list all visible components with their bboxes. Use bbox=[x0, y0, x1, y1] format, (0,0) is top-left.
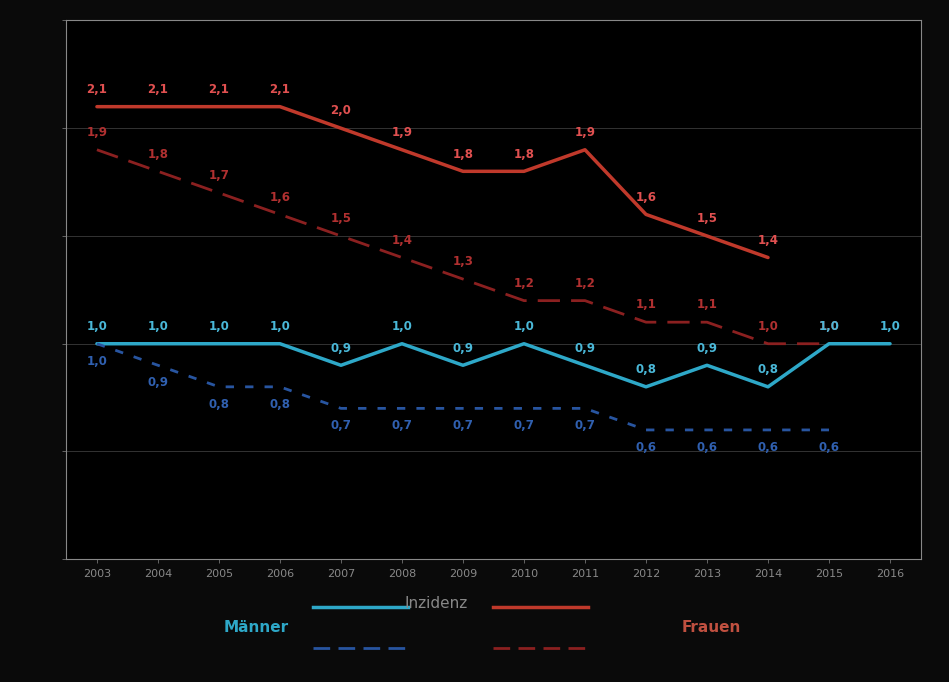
Text: 1,0: 1,0 bbox=[513, 320, 534, 333]
Text: Inzidenz: Inzidenz bbox=[405, 596, 468, 611]
Text: 0,6: 0,6 bbox=[697, 441, 717, 454]
Text: 1,8: 1,8 bbox=[453, 147, 474, 160]
Text: 1,8: 1,8 bbox=[513, 147, 534, 160]
Text: 2,1: 2,1 bbox=[147, 83, 168, 96]
Text: 1,0: 1,0 bbox=[270, 320, 290, 333]
Text: Frauen: Frauen bbox=[682, 620, 741, 635]
Text: 0,9: 0,9 bbox=[574, 342, 595, 355]
Text: 1,0: 1,0 bbox=[147, 320, 168, 333]
Text: 0,7: 0,7 bbox=[453, 419, 474, 432]
Text: 1,0: 1,0 bbox=[86, 355, 107, 368]
Text: 1,6: 1,6 bbox=[270, 191, 290, 204]
Text: 1,8: 1,8 bbox=[147, 147, 168, 160]
Text: 1,6: 1,6 bbox=[636, 191, 657, 204]
Text: 1,0: 1,0 bbox=[757, 320, 778, 333]
Text: 1,0: 1,0 bbox=[819, 320, 840, 333]
Text: 1,9: 1,9 bbox=[574, 126, 595, 139]
Text: 1,5: 1,5 bbox=[330, 212, 351, 225]
Text: Männer: Männer bbox=[224, 620, 288, 635]
Text: 1,5: 1,5 bbox=[697, 212, 717, 225]
Text: 0,8: 0,8 bbox=[636, 363, 657, 376]
Text: 1,7: 1,7 bbox=[209, 169, 230, 182]
Text: 0,9: 0,9 bbox=[147, 376, 168, 389]
Text: 0,7: 0,7 bbox=[392, 419, 413, 432]
Text: 1,0: 1,0 bbox=[209, 320, 230, 333]
Text: 0,8: 0,8 bbox=[209, 398, 230, 411]
Text: 1,2: 1,2 bbox=[574, 277, 595, 290]
Text: 0,6: 0,6 bbox=[819, 441, 840, 454]
Text: 1,4: 1,4 bbox=[392, 234, 413, 247]
Text: 1,9: 1,9 bbox=[392, 126, 413, 139]
Text: 0,6: 0,6 bbox=[757, 441, 778, 454]
Text: 1,0: 1,0 bbox=[86, 320, 107, 333]
Text: 2,1: 2,1 bbox=[270, 83, 290, 96]
Text: 1,3: 1,3 bbox=[453, 255, 474, 268]
Text: 0,8: 0,8 bbox=[270, 398, 290, 411]
Text: 1,1: 1,1 bbox=[697, 299, 717, 312]
Text: 1,9: 1,9 bbox=[86, 126, 107, 139]
Text: 0,7: 0,7 bbox=[513, 419, 534, 432]
Text: 0,6: 0,6 bbox=[636, 441, 657, 454]
Text: 1,4: 1,4 bbox=[757, 234, 778, 247]
Text: 0,7: 0,7 bbox=[574, 419, 595, 432]
Text: 0,9: 0,9 bbox=[330, 342, 351, 355]
Text: 2,0: 2,0 bbox=[330, 104, 351, 117]
Text: 1,0: 1,0 bbox=[819, 320, 840, 333]
Text: 2,1: 2,1 bbox=[86, 83, 107, 96]
Text: 1,1: 1,1 bbox=[636, 299, 657, 312]
Text: 1,2: 1,2 bbox=[513, 277, 534, 290]
Text: 0,8: 0,8 bbox=[757, 363, 778, 376]
Text: 2,1: 2,1 bbox=[209, 83, 230, 96]
Text: 1,0: 1,0 bbox=[880, 320, 901, 333]
Text: 1,0: 1,0 bbox=[392, 320, 413, 333]
Text: 0,9: 0,9 bbox=[453, 342, 474, 355]
Text: 0,9: 0,9 bbox=[697, 342, 717, 355]
Text: 0,7: 0,7 bbox=[330, 419, 351, 432]
